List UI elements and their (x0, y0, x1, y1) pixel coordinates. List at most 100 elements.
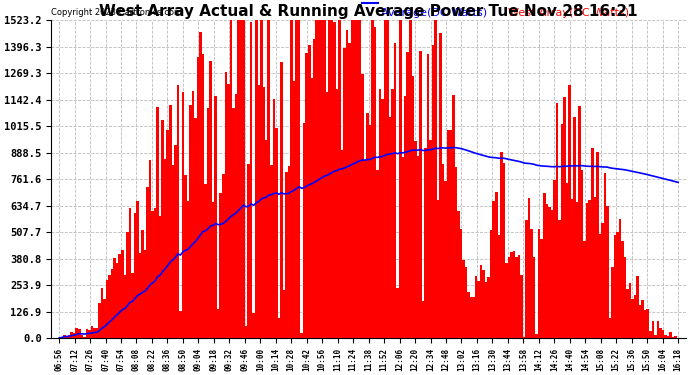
Bar (139, 253, 141, 338)
Bar (300, 333, 303, 338)
Bar (399, 20, 402, 338)
Bar (495, 192, 497, 338)
Text: Average(DC Watts): Average(DC Watts) (382, 8, 487, 18)
Bar (535, 334, 538, 338)
Bar (627, 289, 629, 338)
Bar (472, 297, 475, 338)
Bar (326, 92, 328, 338)
Bar (290, 20, 293, 338)
Bar (406, 52, 409, 338)
Bar (192, 91, 195, 338)
Bar (422, 301, 424, 338)
Bar (239, 20, 242, 338)
Bar (667, 336, 669, 338)
Bar (275, 128, 277, 338)
Bar (166, 130, 169, 338)
Bar (376, 170, 379, 338)
Bar (277, 318, 280, 338)
Bar (318, 20, 321, 338)
Bar (232, 108, 235, 338)
Bar (346, 30, 348, 338)
Bar (515, 257, 518, 338)
Bar (98, 303, 101, 338)
Bar (119, 254, 121, 338)
Bar (333, 22, 336, 338)
Bar (657, 321, 659, 338)
Bar (555, 103, 558, 338)
Bar (553, 180, 555, 338)
Bar (75, 328, 78, 338)
Bar (121, 250, 124, 338)
Bar (404, 96, 406, 338)
Bar (394, 44, 397, 338)
Bar (368, 126, 371, 338)
Bar (88, 330, 91, 338)
Bar (361, 75, 364, 338)
Bar (452, 95, 455, 338)
Bar (230, 20, 233, 338)
Bar (181, 92, 184, 338)
Bar (207, 108, 210, 338)
Bar (442, 164, 444, 338)
Bar (432, 45, 435, 338)
Bar (128, 208, 131, 338)
Bar (136, 201, 139, 338)
Bar (644, 310, 647, 338)
Bar (596, 152, 599, 338)
Bar (250, 22, 253, 338)
Bar (609, 318, 611, 338)
Bar (455, 167, 457, 338)
Bar (440, 33, 442, 338)
Bar (356, 20, 359, 338)
Bar (654, 335, 657, 338)
Bar (613, 235, 616, 338)
Bar (497, 235, 500, 338)
Bar (242, 20, 245, 338)
Bar (457, 211, 460, 338)
Bar (586, 202, 589, 338)
Bar (298, 20, 300, 338)
Bar (540, 239, 543, 338)
Bar (197, 57, 199, 338)
Bar (306, 53, 308, 338)
Bar (388, 117, 391, 338)
Bar (475, 276, 477, 338)
Bar (482, 270, 485, 338)
Bar (437, 200, 440, 338)
Bar (257, 85, 260, 338)
Bar (545, 204, 548, 338)
Bar (111, 269, 114, 338)
Bar (447, 130, 449, 338)
Title: West Array Actual & Running Average Power Tue Nov 28 16:21: West Array Actual & Running Average Powe… (99, 4, 638, 19)
Bar (116, 263, 119, 338)
Bar (417, 156, 420, 338)
Bar (106, 280, 108, 338)
Bar (480, 265, 482, 338)
Bar (313, 39, 315, 338)
Bar (81, 335, 83, 338)
Bar (124, 275, 126, 338)
Bar (384, 20, 386, 338)
Bar (490, 230, 493, 338)
Bar (177, 85, 179, 338)
Bar (513, 251, 515, 338)
Bar (255, 20, 257, 338)
Bar (604, 173, 606, 338)
Bar (134, 213, 136, 338)
Bar (464, 267, 467, 338)
Bar (563, 97, 566, 338)
Bar (331, 20, 333, 338)
Bar (381, 99, 384, 338)
Bar (159, 216, 161, 338)
Text: West Array(DC Watts): West Array(DC Watts) (509, 8, 629, 18)
Bar (172, 165, 174, 338)
Bar (108, 275, 111, 338)
Bar (543, 193, 546, 338)
Bar (338, 20, 341, 338)
Bar (386, 20, 389, 338)
Bar (68, 335, 70, 338)
Bar (308, 45, 310, 338)
Bar (310, 78, 313, 338)
Bar (146, 187, 149, 338)
Bar (215, 96, 217, 338)
